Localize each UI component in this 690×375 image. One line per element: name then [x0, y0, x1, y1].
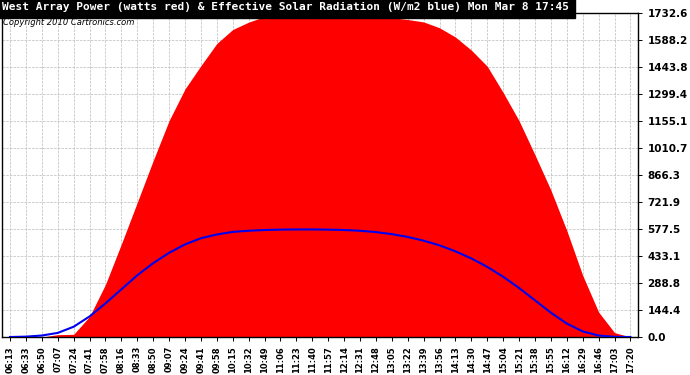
Text: West Array Power (watts red) & Effective Solar Radiation (W/m2 blue) Mon Mar 8 1: West Array Power (watts red) & Effective… — [2, 2, 569, 12]
Text: Copyright 2010 Cartronics.com: Copyright 2010 Cartronics.com — [3, 18, 135, 27]
